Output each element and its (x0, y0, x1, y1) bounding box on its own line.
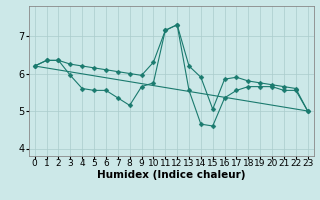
X-axis label: Humidex (Indice chaleur): Humidex (Indice chaleur) (97, 170, 245, 180)
